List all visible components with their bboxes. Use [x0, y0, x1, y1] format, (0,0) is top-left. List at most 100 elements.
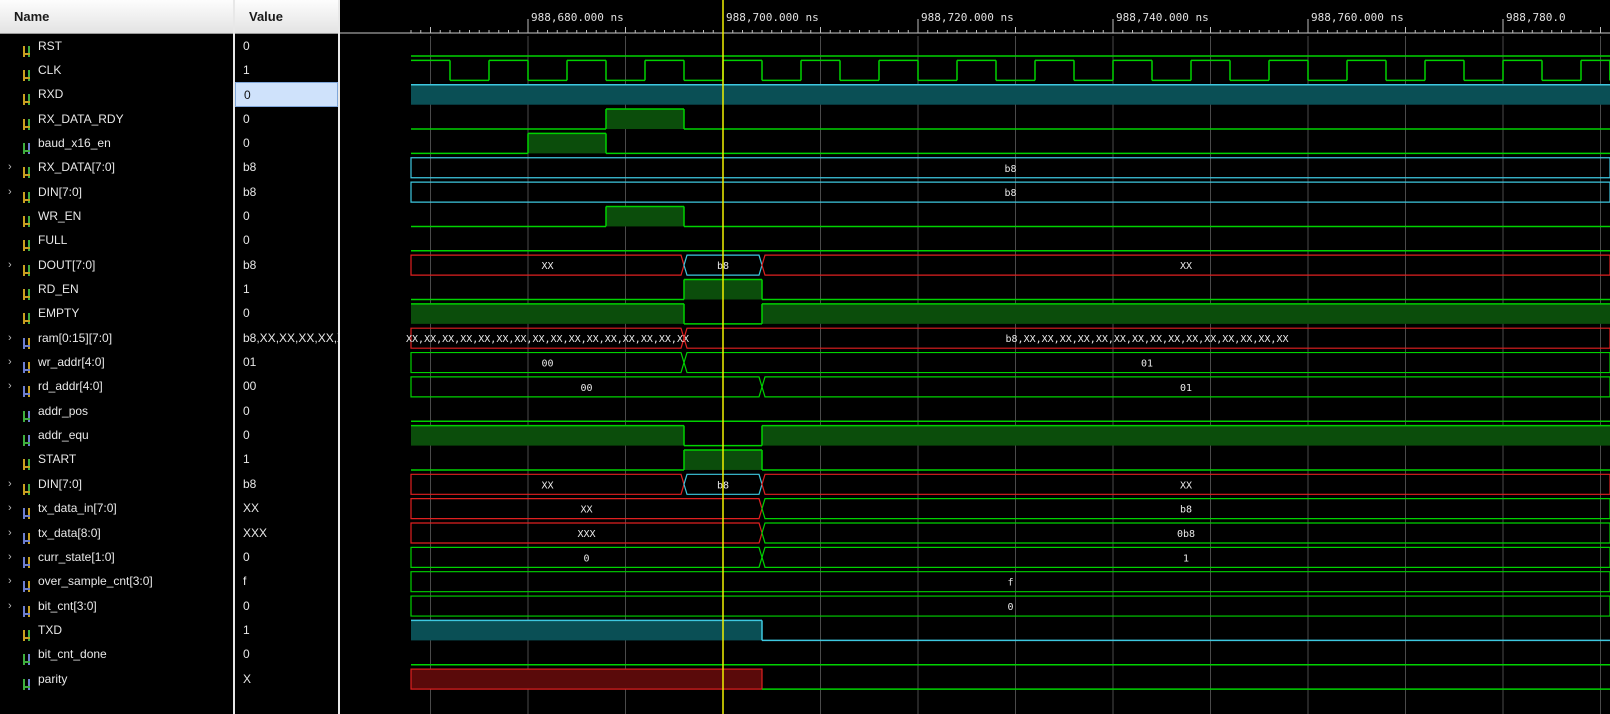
signal-value[interactable]: 00	[243, 379, 257, 394]
signal-name-row[interactable]: CLK	[0, 58, 233, 83]
signal-value[interactable]: b8	[243, 184, 257, 199]
signal-value[interactable]: b8	[243, 476, 257, 491]
signal-value[interactable]: 0	[243, 208, 250, 223]
signal-value[interactable]: 0	[243, 135, 250, 150]
signal-value[interactable]: b8	[243, 257, 257, 272]
signal-name-row[interactable]: RD_EN	[0, 277, 233, 302]
signal-name: RXD	[38, 87, 64, 102]
signal-value[interactable]: 1	[243, 282, 250, 296]
internal-bus-icon	[22, 576, 32, 593]
bus-value-label: XX	[541, 480, 553, 491]
signal-name-row[interactable]: › tx_data[8:0]	[0, 521, 233, 546]
expand-chevron-icon[interactable]: ›	[8, 575, 12, 588]
expand-chevron-icon[interactable]: ›	[8, 356, 12, 369]
bus-segment	[683, 327, 1610, 349]
expand-chevron-icon[interactable]: ›	[8, 258, 12, 271]
signal-name-row[interactable]: › wr_addr[4:0]	[0, 350, 233, 375]
signal-value[interactable]: XX	[243, 501, 260, 516]
signal-name-row[interactable]: RX_DATA_RDY	[0, 107, 233, 132]
signal-value[interactable]: b8,XX,XX,XX,XX,XX	[243, 330, 338, 345]
value-column-header[interactable]: Value	[235, 0, 338, 34]
expand-chevron-icon[interactable]: ›	[8, 550, 12, 563]
signal-name: RX_DATA_RDY	[38, 111, 124, 126]
signal-name: START	[38, 452, 77, 467]
signal-name-row[interactable]: bit_cnt_done	[0, 642, 233, 667]
expand-chevron-icon[interactable]: ›	[8, 185, 12, 198]
waveform-canvas[interactable]: 988,680.000 ns 988,700.000 ns 988,720.000 …	[340, 0, 1610, 714]
signal-name-row[interactable]: addr_equ	[0, 423, 233, 448]
signal-name-row[interactable]: RST	[0, 34, 233, 59]
signal-name-row[interactable]: › DIN[7:0]	[0, 180, 233, 205]
ruler-label: 988,700.000 ns	[726, 11, 819, 24]
signal-name-row[interactable]: › DIN[7:0]	[0, 472, 233, 497]
expand-chevron-icon[interactable]: ›	[8, 599, 12, 612]
signal-value[interactable]: X	[243, 671, 252, 686]
signal-name-row[interactable]: TXD	[0, 618, 233, 643]
signal-name-row[interactable]: › rd_addr[4:0]	[0, 374, 233, 399]
signal-name-row[interactable]: › tx_data_in[7:0]	[0, 496, 233, 521]
signal-name-row[interactable]: RXD	[0, 82, 233, 107]
signal-value[interactable]: 1	[243, 622, 250, 637]
expand-chevron-icon[interactable]: ›	[8, 161, 12, 174]
signal-name-row[interactable]: EMPTY	[0, 301, 233, 326]
signal-value[interactable]: 0	[243, 428, 250, 443]
signal-name: DIN[7:0]	[38, 476, 83, 491]
expand-chevron-icon[interactable]: ›	[8, 502, 12, 515]
signal-name: parity	[38, 671, 68, 686]
bus-value-label: XX	[541, 261, 553, 272]
expand-chevron-icon[interactable]: ›	[8, 331, 12, 344]
signal-high-fill	[411, 303, 684, 324]
ruler-label: 988,780.0	[1506, 11, 1566, 24]
bus-segment	[410, 157, 1610, 179]
internal-bus-icon	[22, 381, 32, 398]
logic-bus-icon	[22, 162, 32, 179]
signal-name-row[interactable]: addr_pos	[0, 399, 233, 424]
bus-value-label: 00	[580, 383, 592, 394]
signal-name-row[interactable]: › RX_DATA[7:0]	[0, 155, 233, 180]
expand-chevron-icon[interactable]: ›	[8, 526, 12, 539]
time-ruler[interactable]: 988,680.000 ns 988,700.000 ns 988,720.000 …	[340, 0, 1610, 34]
signal-name-row[interactable]: › curr_state[1:0]	[0, 545, 233, 570]
expand-chevron-icon[interactable]: ›	[8, 477, 12, 490]
logic-bit-icon	[22, 114, 32, 130]
signal-name-row[interactable]: › over_sample_cnt[3:0]	[0, 569, 233, 594]
signal-value[interactable]: 0	[243, 111, 250, 126]
bus-segment	[761, 254, 1610, 276]
signal-value[interactable]: 0	[243, 549, 250, 564]
signal-value[interactable]: 0	[243, 403, 250, 418]
waveform-splitter[interactable]	[338, 0, 340, 714]
signal-name: RST	[38, 38, 62, 53]
signal-value[interactable]: 1	[243, 62, 250, 77]
signal-value[interactable]: 01	[243, 355, 257, 370]
logic-bit-icon	[22, 284, 32, 300]
signal-name: tx_data[8:0]	[38, 525, 101, 540]
signal-name: bit_cnt_done	[38, 647, 107, 662]
signal-name-row[interactable]: parity	[0, 667, 233, 692]
signal-value[interactable]: 0	[243, 647, 250, 662]
signal-value[interactable]: 0	[235, 82, 338, 108]
signal-name-row[interactable]: WR_EN	[0, 204, 233, 229]
signal-name-row[interactable]: › ram[0:15][7:0]	[0, 326, 233, 351]
signal-name-row[interactable]: FULL	[0, 228, 233, 253]
name-column-header[interactable]: Name	[0, 0, 233, 34]
signal-value[interactable]: b8	[243, 160, 257, 175]
signal-value[interactable]: 0	[243, 598, 250, 613]
bus-value-label: XX	[1180, 261, 1192, 272]
signal-value[interactable]: 1	[243, 452, 250, 467]
signal-name-row[interactable]: › DOUT[7:0]	[0, 253, 233, 278]
signal-value[interactable]: XXX	[243, 525, 268, 540]
logic-bit-icon	[22, 41, 32, 57]
signal-high-fill	[606, 206, 684, 227]
signal-value[interactable]: f	[243, 574, 247, 589]
signal-high-fill	[762, 303, 1610, 324]
signal-value[interactable]: 0	[243, 306, 250, 321]
logic-bus-icon	[22, 479, 32, 495]
internal-bit-icon	[22, 406, 32, 422]
signal-name-row[interactable]: › bit_cnt[3:0]	[0, 594, 233, 619]
signal-value[interactable]: 0	[243, 38, 250, 53]
expand-chevron-icon[interactable]: ›	[8, 380, 12, 393]
signal-name-row[interactable]: baud_x16_en	[0, 131, 233, 156]
column-splitter[interactable]	[233, 0, 235, 714]
signal-value[interactable]: 0	[243, 233, 250, 248]
signal-name-row[interactable]: START	[0, 447, 233, 472]
